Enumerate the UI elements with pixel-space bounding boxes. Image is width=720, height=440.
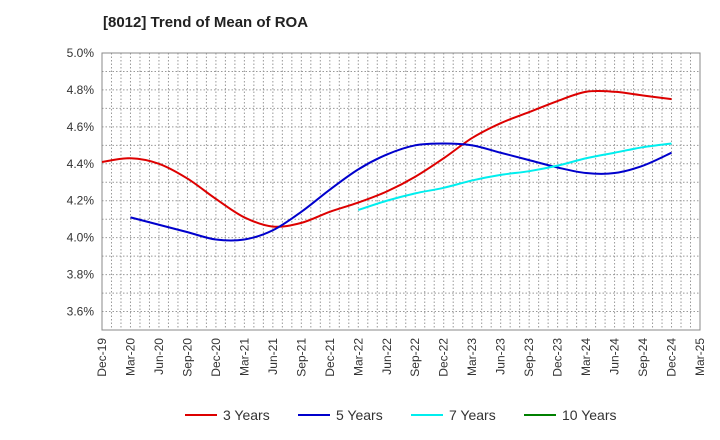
- x-tick-label: Dec-19: [95, 338, 109, 377]
- legend-label: 7 Years: [449, 407, 496, 423]
- x-tick-label: Jun-22: [380, 338, 394, 375]
- y-tick-label: 4.8%: [67, 83, 95, 97]
- chart-title: [8012] Trend of Mean of ROA: [103, 14, 309, 31]
- legend-item: 7 Years: [411, 407, 496, 423]
- x-tick-label: Sep-21: [294, 338, 308, 377]
- legend-label: 10 Years: [562, 407, 617, 423]
- legend-item: 5 Years: [298, 407, 383, 423]
- grid: [102, 53, 700, 330]
- x-tick-label: Jun-20: [152, 338, 166, 375]
- y-tick-label: 4.0%: [67, 231, 95, 245]
- x-tick-label: Mar-24: [579, 338, 593, 376]
- x-tick-label: Dec-23: [551, 338, 565, 377]
- plot-frame: [101, 52, 701, 331]
- x-tick-label: Mar-21: [237, 338, 251, 376]
- x-tick-label: Sep-23: [522, 338, 536, 377]
- x-tick-label: Mar-20: [123, 338, 137, 376]
- x-tick-label: Dec-22: [437, 338, 451, 377]
- y-tick-label: 5.0%: [67, 46, 95, 60]
- y-tick-label: 4.4%: [67, 157, 95, 171]
- x-tick-label: Sep-20: [180, 338, 194, 377]
- series-lines: [101, 89, 672, 242]
- x-tick-label: Sep-22: [408, 338, 422, 377]
- x-tick-label: Mar-25: [693, 338, 707, 376]
- series-line-5-years: [130, 142, 672, 242]
- y-tick-label: 3.8%: [67, 268, 95, 282]
- legend-label: 3 Years: [223, 407, 270, 423]
- legend: 3 Years 5 Years 7 Years 10 Years: [185, 407, 617, 423]
- y-tick-label: 4.6%: [67, 120, 95, 134]
- x-tick-label: Jun-21: [266, 338, 280, 375]
- x-tick-label: Jun-23: [494, 338, 508, 375]
- x-tick-label: Mar-22: [351, 338, 365, 376]
- x-tick-label: Jun-24: [608, 338, 622, 375]
- x-axis: Dec-19 Mar-20 Jun-20 Sep-20 Dec-20 Mar-21 Jun-…: [95, 338, 707, 377]
- y-axis: 3.6% 3.8% 4.0% 4.2% 4.4% 4.6% 4.8% 5.0%: [67, 46, 95, 319]
- x-tick-label: Dec-24: [665, 338, 679, 377]
- y-tick-label: 3.6%: [67, 305, 95, 319]
- series-line-3-years: [101, 89, 672, 228]
- y-tick-label: 4.2%: [67, 194, 95, 208]
- legend-item: 10 Years: [524, 407, 617, 423]
- legend-label: 5 Years: [336, 407, 383, 423]
- legend-item: 3 Years: [185, 407, 270, 423]
- x-tick-label: Sep-24: [636, 338, 650, 377]
- series-line-7-years: [357, 142, 672, 211]
- plot-border: [101, 52, 701, 331]
- x-tick-label: Dec-20: [209, 338, 223, 377]
- x-tick-label: Dec-21: [323, 338, 337, 377]
- x-tick-label: Mar-23: [465, 338, 479, 376]
